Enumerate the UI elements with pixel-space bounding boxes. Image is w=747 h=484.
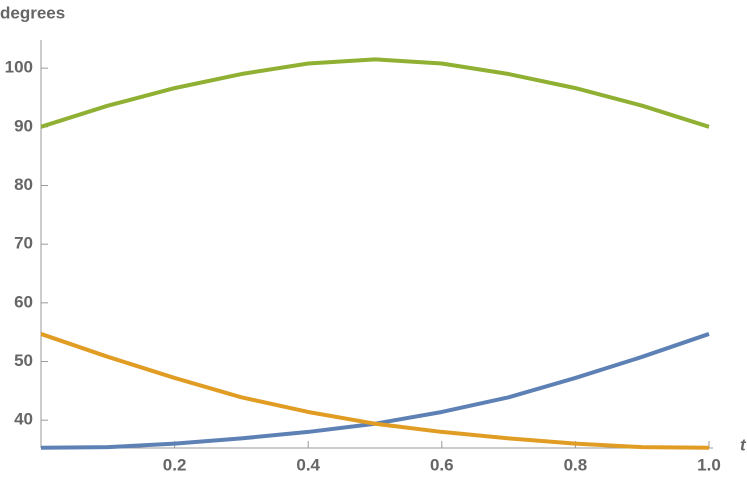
x-tick-label: 0.2 bbox=[163, 455, 187, 474]
x-tick-label: 1.0 bbox=[697, 455, 721, 474]
x-tick-label: 0.8 bbox=[564, 455, 588, 474]
y-axis-label: degrees bbox=[0, 3, 65, 22]
y-tick-label: 50 bbox=[14, 351, 33, 370]
x-tick-label: 0.4 bbox=[296, 455, 320, 474]
line-series bbox=[40, 332, 710, 450]
x-axis-label: t bbox=[740, 435, 747, 454]
line-series bbox=[40, 332, 710, 450]
x-tick-label: 0.6 bbox=[430, 455, 454, 474]
y-tick-label: 90 bbox=[14, 116, 33, 135]
y-tick-label: 80 bbox=[14, 175, 33, 194]
y-tick-label: 70 bbox=[14, 234, 33, 253]
y-tick-label: 40 bbox=[14, 410, 33, 429]
y-tick-label: 100 bbox=[5, 58, 33, 77]
y-tick-label: 60 bbox=[14, 292, 33, 311]
line-series bbox=[40, 57, 710, 129]
